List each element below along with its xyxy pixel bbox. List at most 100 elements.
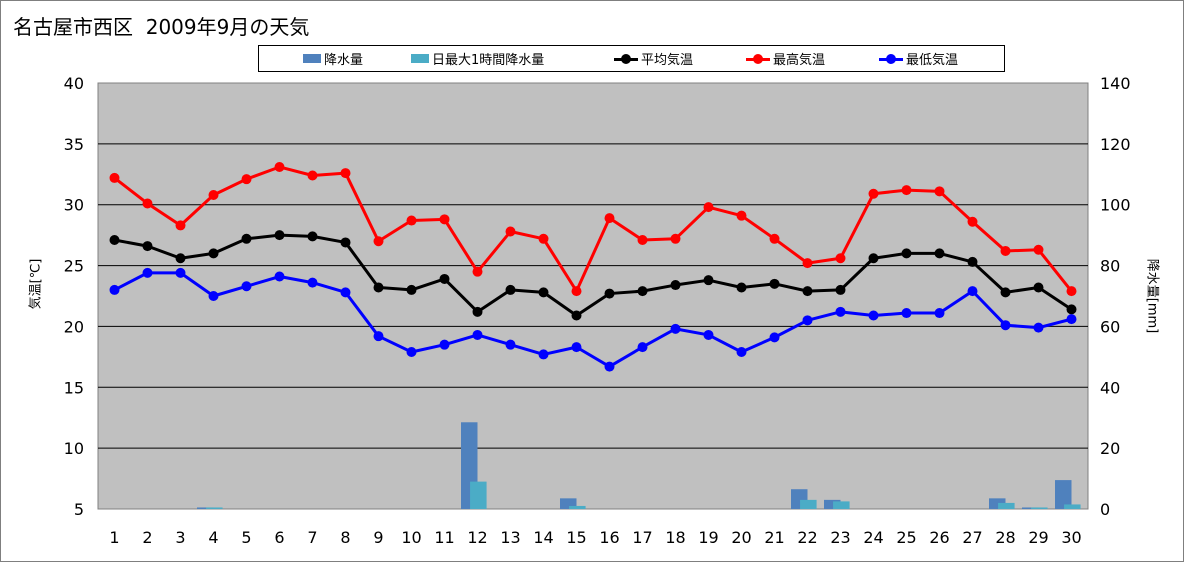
precipitation-bar	[197, 507, 214, 509]
min-temp-point	[142, 267, 153, 278]
mean-temp-point	[241, 233, 252, 244]
x-tick-label: 11	[434, 528, 454, 547]
mean-temp-point	[868, 253, 879, 264]
y-right-tick-label: 140	[1100, 74, 1131, 93]
x-tick-label: 15	[566, 528, 586, 547]
x-tick-label: 22	[797, 528, 817, 547]
mean-temp-point	[1000, 287, 1011, 298]
mean-temp-point	[274, 230, 285, 241]
legend-swatch-max-hourly-precipitation	[411, 54, 429, 63]
x-tick-label: 20	[731, 528, 751, 547]
min-temp-point	[802, 315, 813, 326]
max-temp-point	[538, 233, 549, 244]
plot-area	[97, 82, 1089, 510]
min-temp-point	[868, 310, 879, 321]
max-hourly-precipitation-bar	[206, 507, 223, 509]
max-temp-point	[637, 235, 648, 246]
y-left-tick-label: 15	[64, 378, 84, 397]
mean-temp-point	[538, 287, 549, 298]
mean-temp-point	[901, 248, 912, 259]
min-temp-point	[373, 331, 384, 342]
gridlines	[98, 143, 1088, 449]
min-temp-point	[307, 277, 318, 288]
legend-item-precipitation: 降水量	[303, 46, 363, 71]
y-right-tick-label: 60	[1100, 317, 1120, 336]
y-axis-right-label: 降水量[mm]	[1144, 258, 1160, 334]
max-temp-point	[472, 266, 483, 277]
max-temp-line	[113, 165, 1073, 293]
max-temp-point	[142, 198, 153, 209]
x-tick-label: 9	[373, 528, 383, 547]
max-temp-point	[604, 213, 615, 224]
max-temp-point	[175, 220, 186, 231]
legend-label-max-temp: 最高気温	[773, 53, 826, 68]
min-temp-point	[208, 291, 219, 301]
max-temp-point	[868, 188, 879, 199]
y-right-tick-label: 80	[1100, 257, 1120, 276]
max-temp-point	[967, 216, 978, 227]
legend-item-max-temp: 最高気温	[746, 46, 825, 71]
legend: 降水量 日最大1時間降水量 平均気温 最高気温 最低気温	[258, 45, 1005, 72]
max-temp-point	[208, 189, 219, 200]
max-temp-point	[109, 172, 120, 183]
mean-temp-point	[604, 288, 615, 299]
mean-temp-point	[703, 275, 714, 286]
precipitation-bar	[1022, 507, 1039, 509]
legend-label-max-hourly-precipitation: 日最大1時間降水量	[432, 53, 545, 68]
precipitation-bar	[824, 499, 841, 509]
x-tick-label: 23	[830, 528, 850, 547]
y-left-tick-label: 30	[64, 196, 84, 215]
y-right-tick-label: 40	[1100, 378, 1120, 397]
mean-temp-point	[472, 306, 483, 317]
legend-item-mean-temp: 平均気温	[614, 46, 693, 71]
x-tick-label: 18	[665, 528, 685, 547]
min-temp-point	[571, 342, 582, 353]
min-temp-point	[901, 308, 912, 319]
mean-temp-point	[571, 310, 582, 321]
x-tick-label: 25	[896, 528, 916, 547]
y-left-tick-label: 20	[64, 317, 84, 336]
bar-layer	[197, 422, 1081, 509]
legend-label-min-temp: 最低気温	[906, 53, 959, 68]
min-temp-point	[241, 281, 252, 292]
y-right-tick-label: 20	[1100, 439, 1120, 458]
x-tick-label: 16	[599, 528, 619, 547]
min-temp-point	[109, 284, 120, 295]
max-hourly-precipitation-bar	[1064, 504, 1081, 509]
x-tick-label: 19	[698, 528, 718, 547]
x-tick-label: 10	[401, 528, 421, 547]
line-layer	[109, 161, 1077, 372]
x-tick-label: 30	[1061, 528, 1081, 547]
max-temp-point	[571, 286, 582, 297]
mean-temp-line	[114, 233, 1073, 317]
y-left-tick-label: 35	[64, 135, 84, 154]
mean-temp-point	[373, 282, 384, 293]
max-temp-point	[736, 210, 747, 221]
mean-temp-point	[109, 235, 120, 246]
max-temp-point	[1066, 286, 1077, 297]
x-tick-label: 8	[340, 528, 350, 547]
max-temp-point	[307, 170, 318, 181]
x-tick-label: 7	[307, 528, 317, 547]
x-tick-label: 1	[109, 528, 119, 547]
precipitation-bar	[989, 498, 1006, 509]
y-right-tick-label: 0	[1100, 500, 1110, 519]
min-temp-point	[703, 329, 714, 340]
y-left-tick-label: 25	[64, 257, 84, 276]
min-temp-point	[670, 323, 681, 334]
max-temp-point	[769, 233, 780, 244]
mean-temp-point	[802, 286, 813, 297]
max-hourly-precipitation-bar	[569, 505, 586, 509]
max-temp-point	[1000, 245, 1011, 256]
x-tick-label: 4	[208, 528, 218, 547]
min-temp-point	[1000, 320, 1011, 331]
legend-swatch-mean-temp	[614, 53, 638, 64]
legend-label-precipitation: 降水量	[324, 53, 364, 68]
legend-swatch-precipitation	[303, 54, 321, 63]
max-temp-point	[703, 202, 714, 213]
mean-temp-point	[142, 241, 153, 252]
y-right-tick-label: 100	[1100, 196, 1131, 215]
